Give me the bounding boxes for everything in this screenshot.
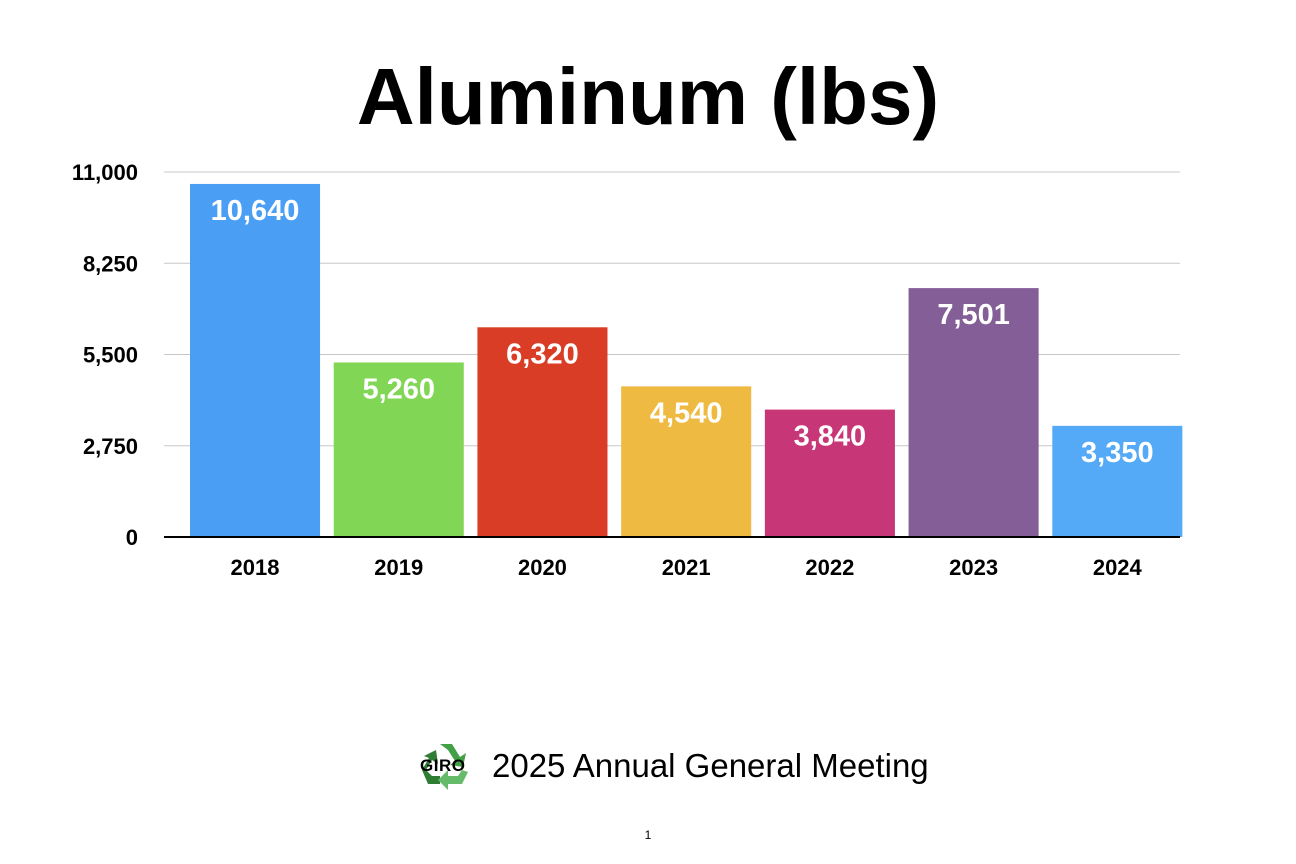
page-number: 1 (644, 828, 652, 842)
data-label: 3,840 (794, 421, 867, 453)
y-tick-label: 8,250 (83, 251, 138, 276)
y-tick-label: 2,750 (83, 434, 138, 459)
bar (764, 409, 895, 537)
bar (908, 288, 1039, 537)
x-tick-label: 2018 (231, 555, 280, 580)
x-tick-label: 2021 (662, 555, 711, 580)
bar (333, 362, 464, 537)
data-label: 3,350 (1081, 437, 1154, 469)
data-label: 5,260 (362, 373, 435, 405)
x-tick-label: 2023 (949, 555, 998, 580)
bar-chart: 0 2,750 5,500 8,250 11,000 10,640 2018 5,260 201… (72, 160, 1183, 580)
data-label: 10,640 (211, 195, 300, 227)
x-tick-label: 2020 (518, 555, 567, 580)
data-label: 4,540 (650, 397, 723, 429)
bar (477, 327, 608, 537)
x-tick-label: 2019 (374, 555, 423, 580)
y-tick-label: 0 (126, 525, 138, 550)
bar (621, 386, 752, 537)
recycle-logo-icon: GIRO (418, 740, 474, 792)
bar (1052, 425, 1183, 537)
meeting-title: 2025 Annual General Meeting (492, 747, 929, 784)
data-label: 7,501 (937, 299, 1010, 331)
footer: GIRO 2025 Annual General Meeting (418, 740, 929, 792)
x-tick-label: 2022 (805, 555, 854, 580)
logo-text: GIRO (420, 756, 466, 775)
data-label: 6,320 (506, 338, 579, 370)
bar (190, 183, 321, 538)
y-tick-label: 5,500 (83, 343, 138, 368)
chart-title: Aluminum (lbs) (356, 52, 940, 141)
x-tick-label: 2024 (1093, 555, 1143, 580)
y-tick-label: 11,000 (72, 160, 138, 185)
